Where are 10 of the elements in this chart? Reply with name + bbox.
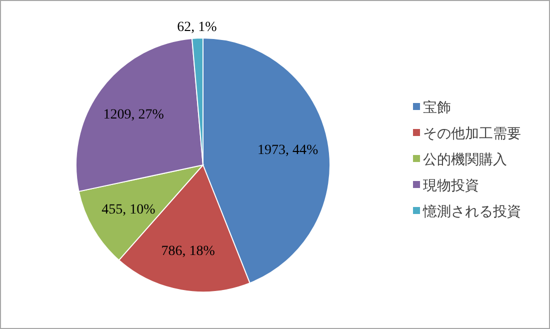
data-label: 455, 10%: [102, 202, 156, 218]
data-label: 1209, 27%: [103, 108, 164, 123]
legend-label: 憶測される投資: [422, 203, 521, 219]
data-label: 1973, 44%: [257, 142, 318, 158]
data-label: 786, 18%: [161, 244, 216, 260]
legend-label: その他加工需要: [423, 125, 521, 141]
data-label: 62, 1%: [177, 20, 218, 36]
legend-label: 公的機関購入: [423, 151, 507, 167]
legend-label: 宝飾: [423, 99, 451, 115]
legend-label: 現物投資: [423, 177, 479, 193]
